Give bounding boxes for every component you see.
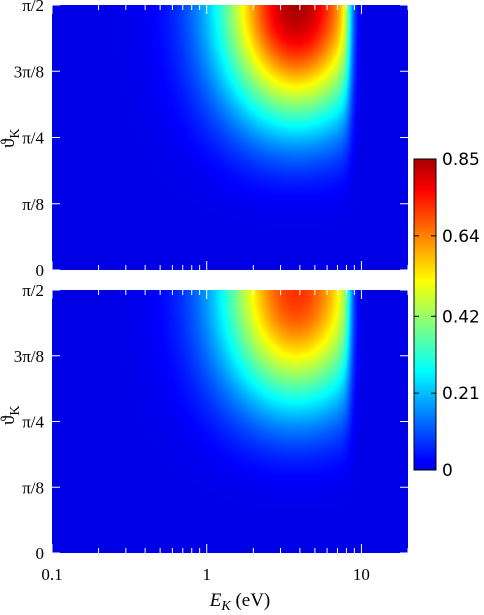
top-y-axis-label: ϑK xyxy=(0,128,23,148)
bottom-axis-ticks xyxy=(51,289,409,554)
bottom-x-tick-label: 10 xyxy=(353,565,370,584)
bottom-x-tick-label: 1 xyxy=(202,565,211,584)
x-axis-label: EK (eV) xyxy=(209,590,271,614)
top-y-tick-labels: 0 π/8 π/4 3π/8 π/2 xyxy=(14,0,45,280)
bottom-y-tick-label: π/4 xyxy=(22,413,44,432)
bottom-y-tick-label: π/8 xyxy=(22,478,44,497)
top-y-tick-label: 0 xyxy=(36,261,45,280)
bottom-heatmap-panel: 0 π/8 π/4 3π/8 π/2 0.1 1 10 ϑK EK (eV) xyxy=(0,281,409,614)
bottom-y-tick-labels: 0 π/8 π/4 3π/8 π/2 xyxy=(14,281,45,563)
bottom-x-tick-label: 0.1 xyxy=(41,565,62,584)
colorbar-frame xyxy=(413,158,437,471)
colorbar: 0 0.21 0.42 0.64 0.85 xyxy=(413,150,480,481)
colorbar-tick-label: 0.42 xyxy=(442,307,480,327)
bottom-y-tick-label: 0 xyxy=(36,544,45,563)
bottom-heatmap-image xyxy=(52,290,408,553)
colorbar-tick-label: 0.21 xyxy=(442,384,480,404)
bottom-x-tick-labels: 0.1 1 10 xyxy=(41,565,370,584)
colorbar-ticks: 0 0.21 0.42 0.64 0.85 xyxy=(414,150,480,481)
colorbar-tick-label: 0 xyxy=(442,461,453,481)
top-y-tick-label: π/4 xyxy=(22,129,44,148)
top-y-tick-label: 3π/8 xyxy=(14,62,44,81)
top-y-tick-label: π/2 xyxy=(22,0,44,15)
colorbar-tick-label: 0.85 xyxy=(442,150,480,170)
colorbar-tick-label: 0.64 xyxy=(442,227,480,247)
top-axis-ticks xyxy=(51,4,409,271)
top-heatmap-image xyxy=(52,5,408,270)
bottom-y-axis-label: ϑK xyxy=(0,405,23,425)
top-y-tick-label: π/8 xyxy=(22,195,44,214)
bottom-y-tick-label: 3π/8 xyxy=(14,347,44,366)
bottom-y-tick-label: π/2 xyxy=(22,281,44,300)
top-heatmap-panel: 0 π/8 π/4 3π/8 π/2 ϑK xyxy=(0,0,409,280)
colorbar-gradient xyxy=(414,159,436,470)
